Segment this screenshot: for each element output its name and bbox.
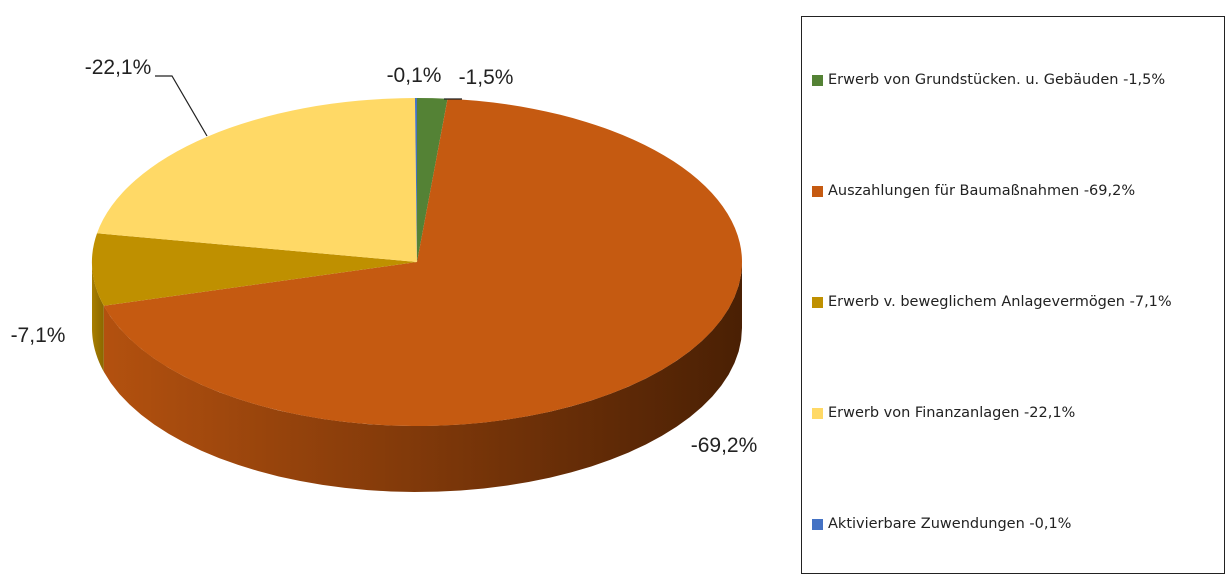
legend: Erwerb von Grundstücken. u. Gebäuden -1,… xyxy=(801,16,1225,574)
pie-slice-side-baumassnahmen xyxy=(103,262,743,492)
pie-chart: -1,5% -69,2% -7,1% -22,1% -0,1% xyxy=(11,56,758,492)
data-label-baumassnahmen: -69,2% xyxy=(691,434,758,457)
legend-item-grundstuecke: Erwerb von Grundstücken. u. Gebäuden -1,… xyxy=(812,72,1165,88)
legend-swatch xyxy=(812,518,823,530)
legend-label: Aktivierbare Zuwendungen -0,1% xyxy=(828,516,1072,532)
legend-label: Erwerb von Grundstücken. u. Gebäuden -1,… xyxy=(828,72,1166,88)
pie-slice-zuwendungen xyxy=(414,97,417,262)
legend-label: Erwerb v. beweglichem Anlagevermögen -7,… xyxy=(828,294,1172,310)
legend-swatch xyxy=(812,296,823,308)
pie-slice-grundstuecke xyxy=(417,98,448,262)
data-label-zuwendungen: -0,1% xyxy=(387,64,442,87)
data-label-finanzanlagen: -22,1% xyxy=(85,56,152,79)
data-label-grundstuecke: -1,5% xyxy=(459,66,514,89)
legend-swatch xyxy=(812,407,823,419)
leader-line-finanzanlagen xyxy=(155,75,208,137)
data-label-anlagevermoegen: -7,1% xyxy=(11,324,66,347)
legend-item-baumassnahmen: Auszahlungen für Baumaßnahmen -69,2% xyxy=(812,183,1135,199)
pie-slice-side-anlagevermoegen xyxy=(92,262,104,372)
legend-item-anlagevermoegen: Erwerb v. beweglichem Anlagevermögen -7,… xyxy=(812,294,1172,310)
pie-slice-anlagevermoegen xyxy=(92,233,418,306)
pie-slice-baumassnahmen xyxy=(103,98,743,427)
legend-label: Auszahlungen für Baumaßnahmen -69,2% xyxy=(828,183,1136,199)
legend-swatch xyxy=(812,185,823,197)
legend-swatch xyxy=(812,74,823,86)
legend-item-zuwendungen: Aktivierbare Zuwendungen -0,1% xyxy=(812,516,1071,532)
legend-item-finanzanlagen: Erwerb von Finanzanlagen -22,1% xyxy=(812,405,1075,421)
pie-slice-finanzanlagen xyxy=(97,98,418,262)
legend-label: Erwerb von Finanzanlagen -22,1% xyxy=(828,405,1076,421)
